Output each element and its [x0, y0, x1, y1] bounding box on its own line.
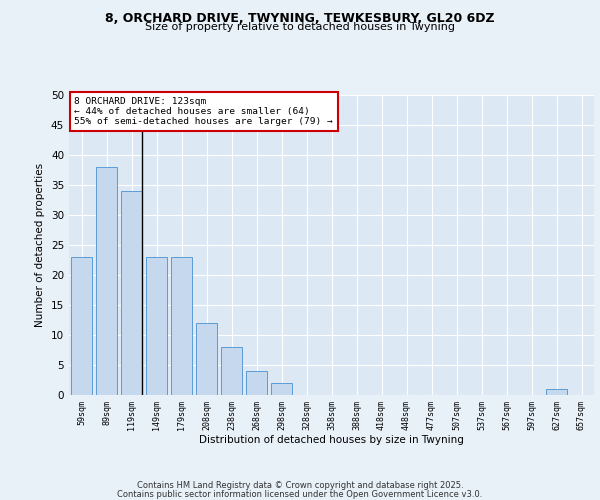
Bar — [196, 323, 217, 395]
Text: Contains public sector information licensed under the Open Government Licence v3: Contains public sector information licen… — [118, 490, 482, 499]
Bar — [71, 257, 92, 395]
Text: 8 ORCHARD DRIVE: 123sqm
← 44% of detached houses are smaller (64)
55% of semi-de: 8 ORCHARD DRIVE: 123sqm ← 44% of detache… — [74, 96, 333, 126]
Text: 8, ORCHARD DRIVE, TWYNING, TEWKESBURY, GL20 6DZ: 8, ORCHARD DRIVE, TWYNING, TEWKESBURY, G… — [105, 12, 495, 26]
Bar — [96, 167, 117, 395]
Bar — [121, 191, 142, 395]
Text: Contains HM Land Registry data © Crown copyright and database right 2025.: Contains HM Land Registry data © Crown c… — [137, 481, 463, 490]
X-axis label: Distribution of detached houses by size in Twyning: Distribution of detached houses by size … — [199, 436, 464, 446]
Bar — [246, 371, 267, 395]
Bar — [171, 257, 192, 395]
Bar — [221, 347, 242, 395]
Bar — [146, 257, 167, 395]
Text: Size of property relative to detached houses in Twyning: Size of property relative to detached ho… — [145, 22, 455, 32]
Bar — [546, 389, 567, 395]
Bar — [271, 383, 292, 395]
Y-axis label: Number of detached properties: Number of detached properties — [35, 163, 46, 327]
